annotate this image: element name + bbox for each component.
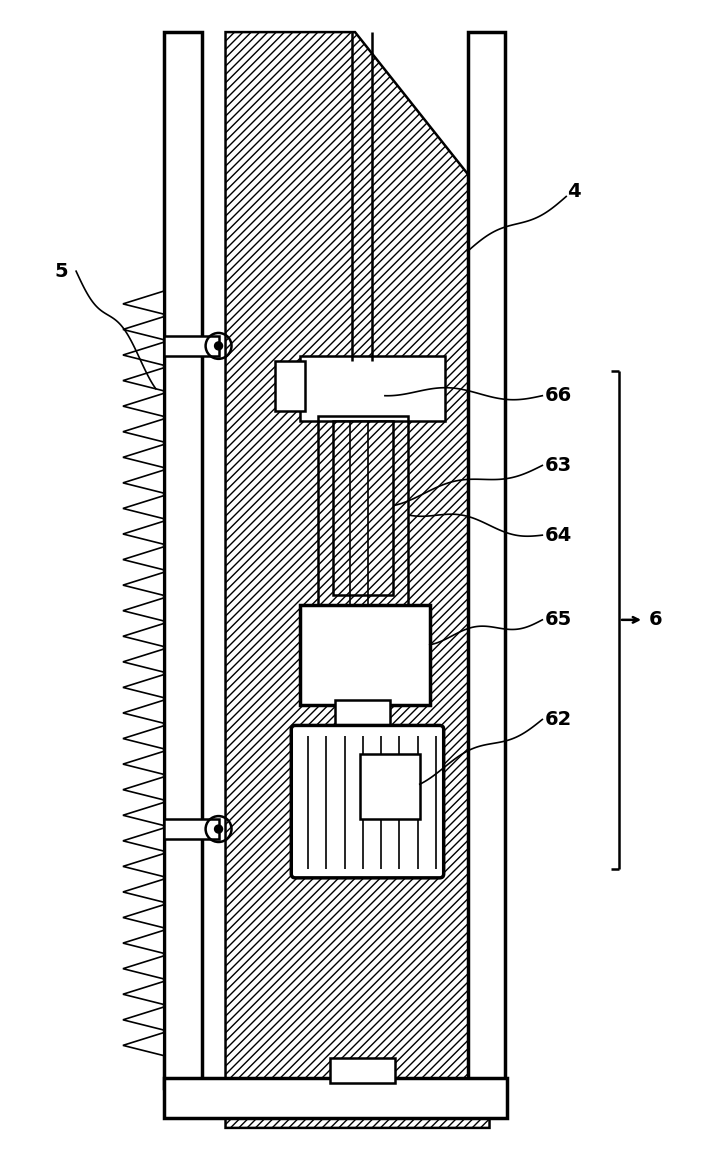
- Bar: [360, 755, 419, 819]
- Polygon shape: [123, 649, 164, 672]
- Polygon shape: [123, 522, 164, 545]
- Polygon shape: [123, 931, 164, 954]
- Bar: [318, 416, 408, 605]
- Polygon shape: [123, 1033, 164, 1056]
- Polygon shape: [123, 777, 164, 800]
- Polygon shape: [123, 751, 164, 774]
- Polygon shape: [123, 496, 164, 519]
- Polygon shape: [123, 291, 164, 314]
- Text: 6: 6: [649, 611, 662, 629]
- Polygon shape: [123, 624, 164, 647]
- Bar: [164, 336, 219, 356]
- Polygon shape: [123, 726, 164, 749]
- Bar: [164, 819, 219, 839]
- Bar: [300, 356, 445, 421]
- Polygon shape: [123, 598, 164, 621]
- Text: 66: 66: [545, 386, 571, 406]
- Polygon shape: [123, 700, 164, 723]
- Bar: [467, 32, 505, 1088]
- Polygon shape: [225, 32, 489, 1128]
- Circle shape: [214, 342, 222, 350]
- Bar: [300, 605, 430, 705]
- Bar: [164, 1078, 507, 1118]
- Polygon shape: [123, 573, 164, 596]
- Polygon shape: [123, 418, 164, 442]
- Polygon shape: [123, 905, 164, 927]
- Text: 63: 63: [545, 455, 571, 475]
- Polygon shape: [123, 982, 164, 1005]
- Polygon shape: [123, 956, 164, 979]
- Polygon shape: [123, 880, 164, 902]
- Bar: [335, 700, 390, 729]
- Bar: [333, 421, 393, 595]
- Text: 65: 65: [545, 611, 571, 629]
- Bar: [164, 32, 201, 1088]
- Polygon shape: [123, 547, 164, 570]
- Polygon shape: [123, 802, 164, 825]
- Polygon shape: [123, 1007, 164, 1030]
- Text: 64: 64: [545, 526, 571, 545]
- Polygon shape: [123, 675, 164, 698]
- Text: 62: 62: [545, 710, 571, 729]
- Polygon shape: [123, 854, 164, 876]
- Polygon shape: [123, 342, 164, 365]
- Polygon shape: [123, 471, 164, 493]
- Text: 4: 4: [567, 182, 581, 201]
- Polygon shape: [123, 367, 164, 391]
- Text: 5: 5: [55, 262, 68, 280]
- Polygon shape: [123, 445, 164, 467]
- FancyBboxPatch shape: [292, 726, 443, 877]
- Polygon shape: [123, 828, 164, 851]
- Bar: [276, 360, 305, 410]
- Circle shape: [214, 825, 222, 833]
- Bar: [330, 1058, 395, 1083]
- Polygon shape: [123, 393, 164, 416]
- Polygon shape: [123, 316, 164, 340]
